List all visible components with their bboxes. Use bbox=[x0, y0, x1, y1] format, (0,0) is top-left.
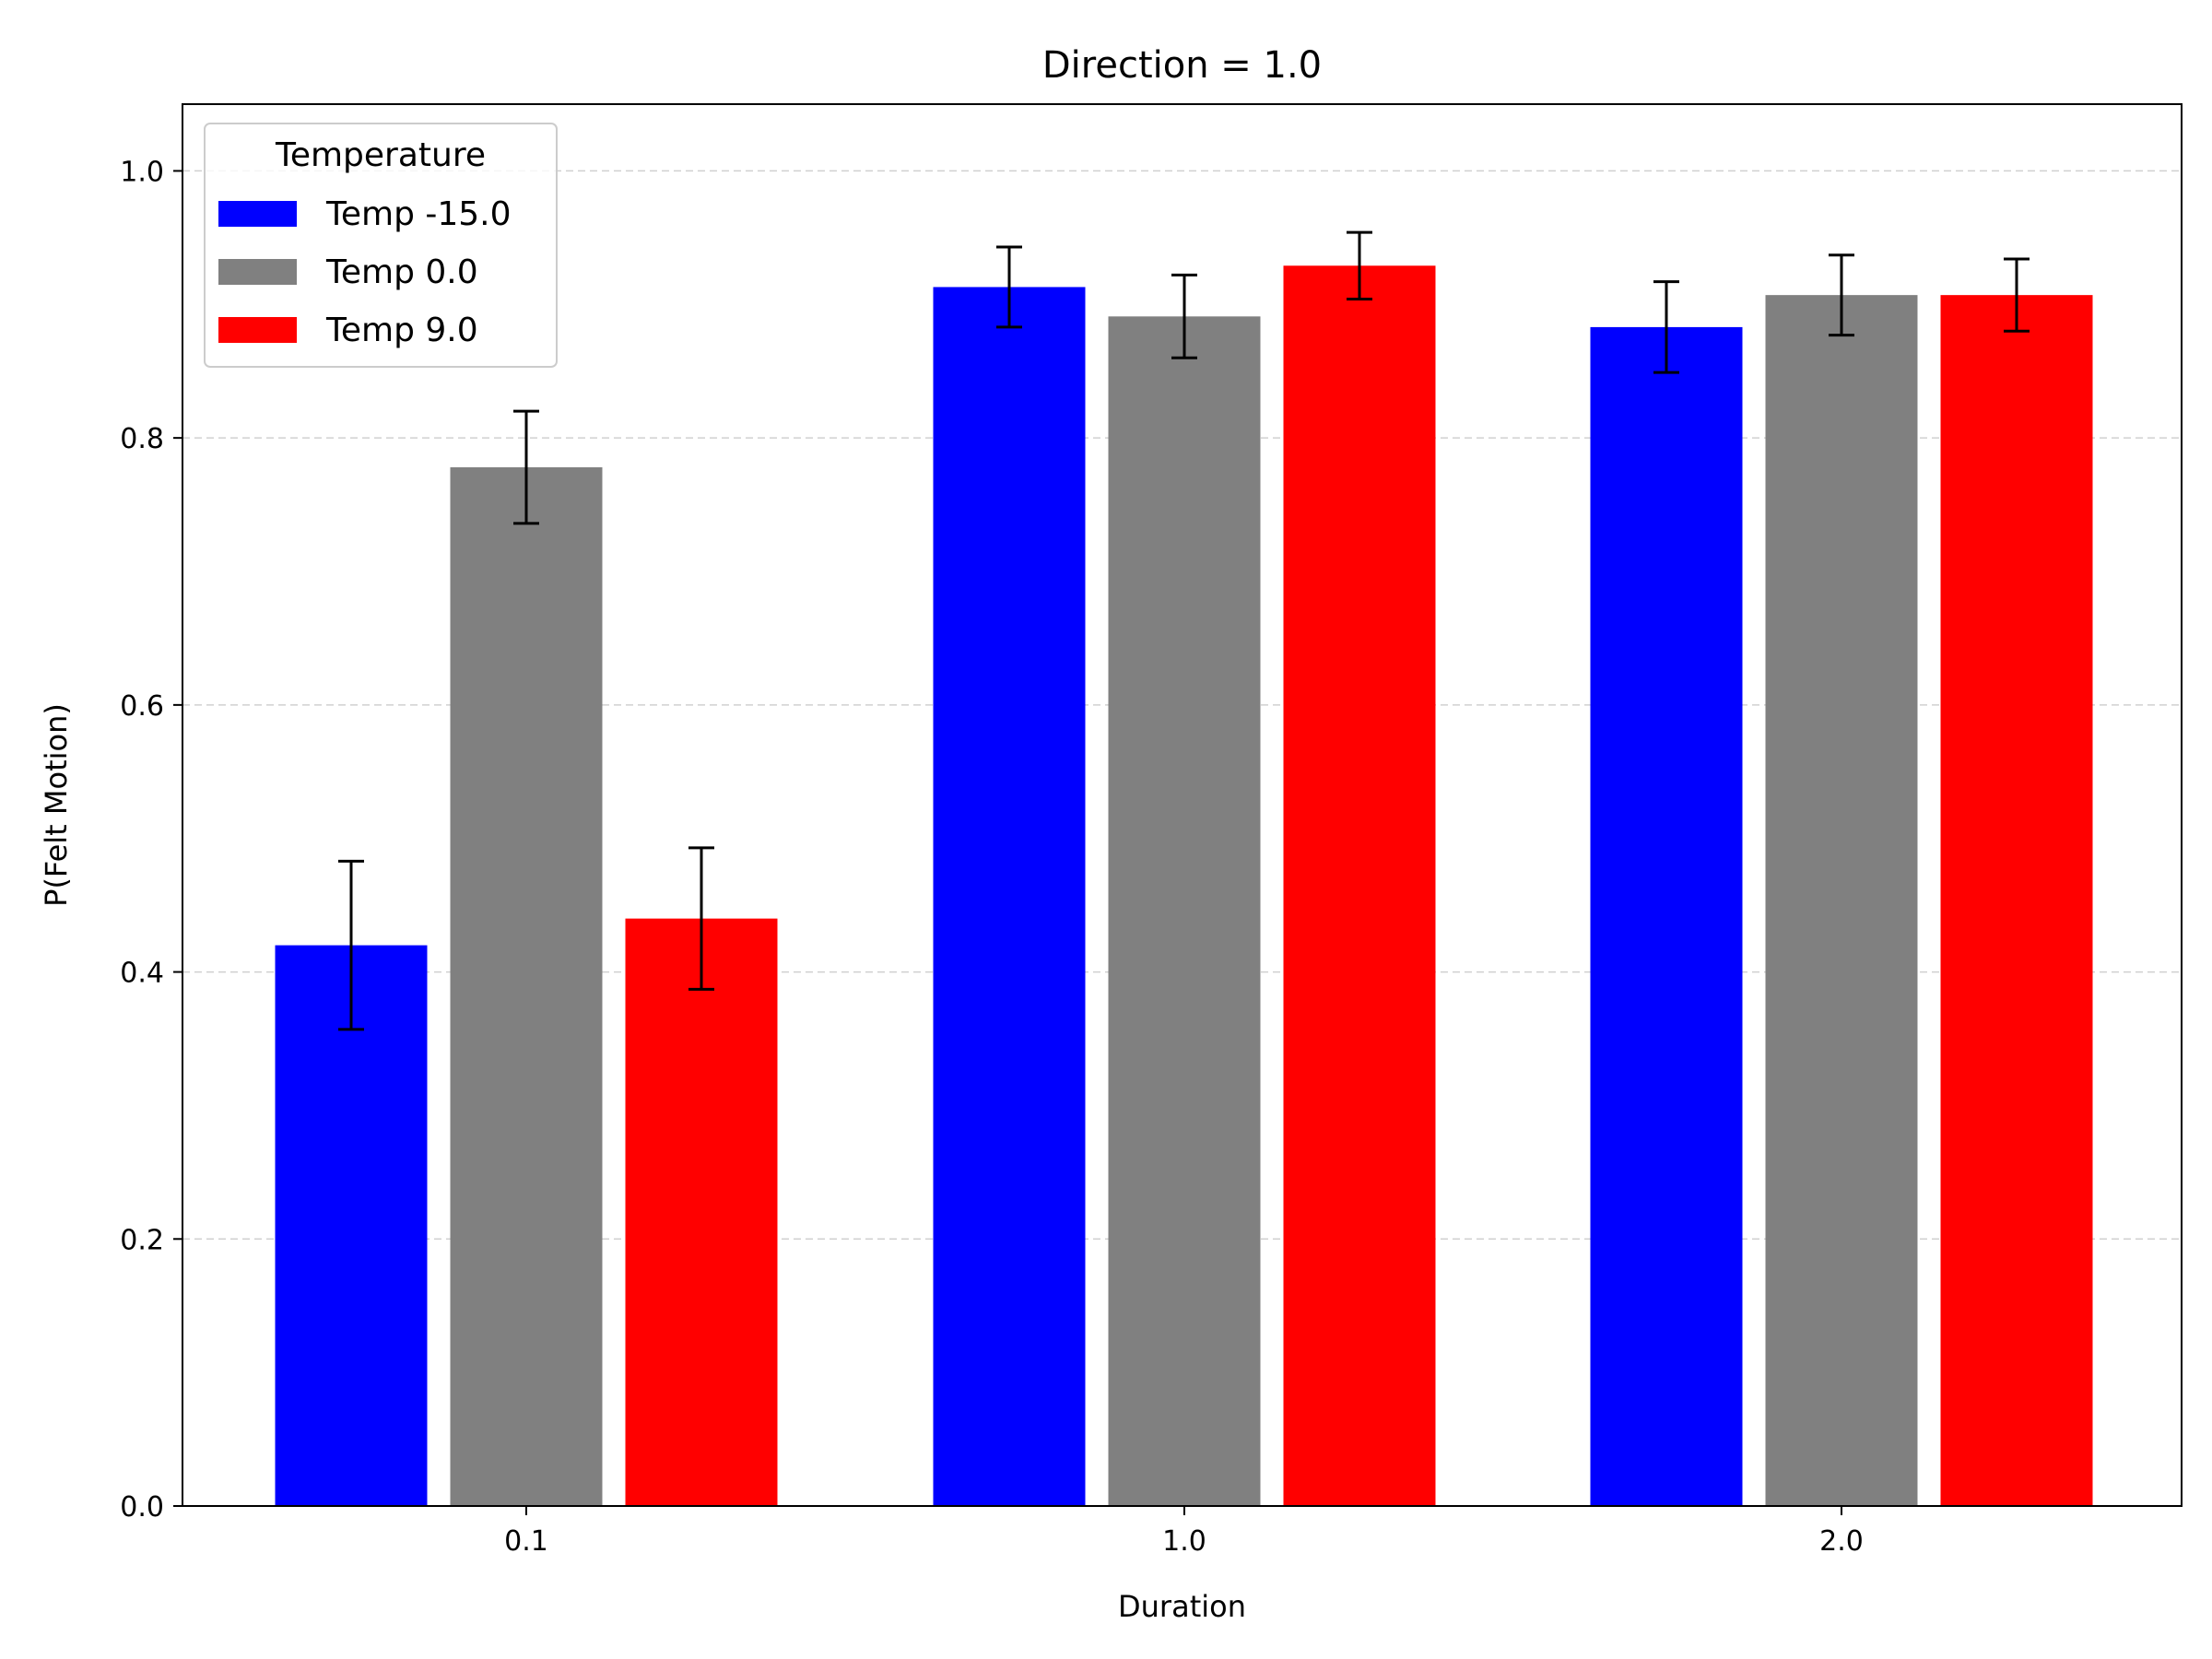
bars bbox=[275, 265, 2093, 1507]
bar bbox=[1590, 326, 1743, 1507]
bar bbox=[1765, 295, 1918, 1506]
bar bbox=[450, 467, 603, 1506]
y-axis: 0.0 0.2 0.4 0.6 0.8 1.0 bbox=[120, 156, 182, 1524]
bar bbox=[1283, 265, 1436, 1507]
legend-items: Temp -15.0 Temp 0.0 Temp 9.0 bbox=[218, 195, 512, 349]
legend-label: Temp 0.0 bbox=[325, 253, 478, 291]
legend: Temperature Temp -15.0 Temp 0.0 Temp 9.0 bbox=[204, 123, 558, 368]
legend-title: Temperature bbox=[275, 136, 486, 174]
bar bbox=[1108, 316, 1261, 1506]
y-tick-label: 0.4 bbox=[120, 958, 164, 990]
legend-label: Temp 9.0 bbox=[325, 312, 478, 349]
chart-title: Direction = 1.0 bbox=[1042, 44, 1322, 87]
legend-label: Temp -15.0 bbox=[325, 195, 512, 233]
x-tick-label: 1.0 bbox=[1162, 1525, 1206, 1558]
bar bbox=[275, 945, 428, 1506]
x-axis: 0.1 1.0 2.0 bbox=[504, 1506, 1864, 1558]
y-axis-label: P(Felt Motion) bbox=[39, 703, 74, 907]
legend-swatch bbox=[218, 259, 297, 285]
y-tick-label: 0.0 bbox=[120, 1491, 164, 1524]
y-tick-label: 0.8 bbox=[120, 423, 164, 455]
error-bars bbox=[338, 230, 2030, 1031]
x-tick-label: 0.1 bbox=[504, 1525, 548, 1558]
x-tick-label: 2.0 bbox=[1819, 1525, 1864, 1558]
y-tick-label: 0.6 bbox=[120, 690, 164, 723]
bar bbox=[1940, 295, 2093, 1506]
legend-swatch bbox=[218, 317, 297, 343]
bar bbox=[625, 918, 778, 1506]
legend-swatch bbox=[218, 201, 297, 227]
y-tick-label: 1.0 bbox=[120, 156, 164, 188]
bar bbox=[933, 287, 1086, 1506]
x-axis-label: Duration bbox=[1118, 1589, 1246, 1624]
plot-frame bbox=[182, 103, 2183, 1507]
y-tick-label: 0.2 bbox=[120, 1224, 164, 1256]
legend-box bbox=[204, 123, 558, 368]
